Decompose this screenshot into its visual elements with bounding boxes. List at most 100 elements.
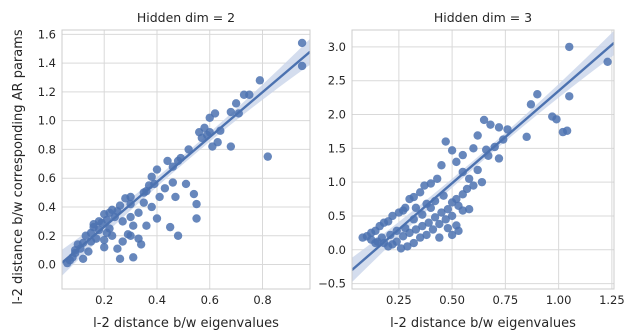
data-point	[558, 127, 568, 137]
x-axis-label: l-2 distance b/w eigenvalues	[93, 316, 279, 331]
data-point	[494, 123, 504, 132]
data-point	[447, 146, 457, 155]
data-point	[129, 221, 138, 230]
data-point	[418, 210, 427, 219]
data-point	[392, 237, 401, 246]
regression-line	[62, 50, 310, 264]
data-point	[454, 226, 463, 236]
data-point	[503, 125, 512, 134]
x-tick-label: 0.4	[148, 293, 166, 307]
data-point	[189, 189, 199, 199]
data-point	[155, 192, 164, 202]
y-tick-label: 0.4	[38, 200, 56, 214]
data-point	[603, 57, 612, 66]
panel-title: Hidden dim = 3	[434, 10, 532, 25]
y-tick-label: 2.0	[328, 108, 346, 122]
y-tick-label: 0.0	[38, 258, 56, 272]
data-point	[134, 208, 143, 217]
data-point	[443, 223, 453, 233]
data-point	[263, 152, 272, 161]
data-point	[192, 214, 201, 223]
data-point	[435, 233, 444, 242]
data-point	[226, 142, 236, 151]
data-point	[415, 233, 425, 242]
data-point	[462, 184, 472, 194]
data-point	[430, 213, 440, 222]
data-point	[297, 61, 307, 71]
plot-area	[352, 30, 614, 283]
x-tick-label: 0.2	[95, 293, 113, 307]
data-point	[411, 203, 421, 213]
panel-hidden-dim-3: 0.25 0.50 0.75 1.00 1.25 −0.5 0.0 0.5 1.0 1.5 2.0 2…	[318, 10, 625, 331]
y-tick-label: 1.2	[38, 85, 56, 99]
data-point	[565, 42, 574, 52]
data-point	[422, 230, 431, 240]
plot-area	[62, 38, 310, 276]
y-tick-label: 1.0	[328, 175, 346, 189]
data-point	[411, 225, 421, 234]
data-point	[443, 205, 453, 214]
y-tick-label: 0.5	[328, 209, 346, 223]
data-point	[447, 211, 457, 221]
data-point	[173, 231, 183, 240]
data-point	[473, 131, 482, 140]
data-point	[181, 179, 191, 189]
data-point	[78, 254, 88, 263]
x-tick-label: 0.75	[493, 293, 519, 307]
data-point	[168, 178, 178, 187]
data-point	[469, 181, 478, 190]
data-point	[115, 254, 125, 263]
data-point	[533, 90, 542, 99]
data-point	[160, 184, 170, 193]
data-point	[424, 218, 433, 227]
data-point	[409, 238, 418, 248]
data-point	[184, 145, 193, 154]
data-point	[433, 174, 442, 183]
axes-frame	[351, 29, 615, 290]
data-point	[129, 253, 138, 262]
data-point	[118, 217, 127, 226]
data-point	[84, 247, 93, 256]
data-point	[405, 194, 414, 204]
data-point	[102, 228, 112, 238]
y-tick-label: 2.5	[328, 74, 346, 88]
data-point	[371, 238, 380, 248]
data-point	[255, 76, 265, 85]
data-point	[469, 144, 478, 153]
x-tick-label: 1.25	[599, 293, 625, 307]
data-point	[192, 199, 201, 209]
data-point	[452, 194, 461, 204]
data-point	[126, 212, 135, 222]
data-point	[458, 150, 467, 160]
x-tick-label: 0.8	[253, 293, 271, 307]
data-point	[494, 154, 504, 163]
data-point	[479, 115, 489, 125]
data-point	[477, 177, 487, 187]
data-point	[522, 132, 531, 142]
x-tick-label: 0.50	[439, 293, 465, 307]
data-point	[394, 208, 404, 217]
data-point	[565, 92, 574, 101]
panel-title: Hidden dim = 2	[137, 10, 235, 25]
data-point	[420, 181, 429, 190]
data-point	[358, 233, 367, 242]
data-point	[458, 167, 467, 177]
data-point	[526, 100, 536, 109]
data-point	[89, 220, 98, 229]
y-tick-label: 0.6	[38, 171, 56, 185]
data-point	[171, 192, 180, 202]
data-point	[208, 142, 217, 151]
data-point	[163, 156, 172, 166]
x-tick-label: 1.00	[546, 293, 572, 307]
y-tick-label: 0.0	[328, 243, 346, 257]
y-tick-label: 1.5	[328, 141, 346, 155]
data-point	[226, 107, 236, 117]
data-point	[464, 174, 474, 183]
x-tick-label: 0.25	[386, 293, 412, 307]
data-point	[100, 235, 109, 245]
data-point	[441, 137, 450, 146]
data-point	[452, 157, 461, 167]
data-point	[165, 222, 175, 232]
